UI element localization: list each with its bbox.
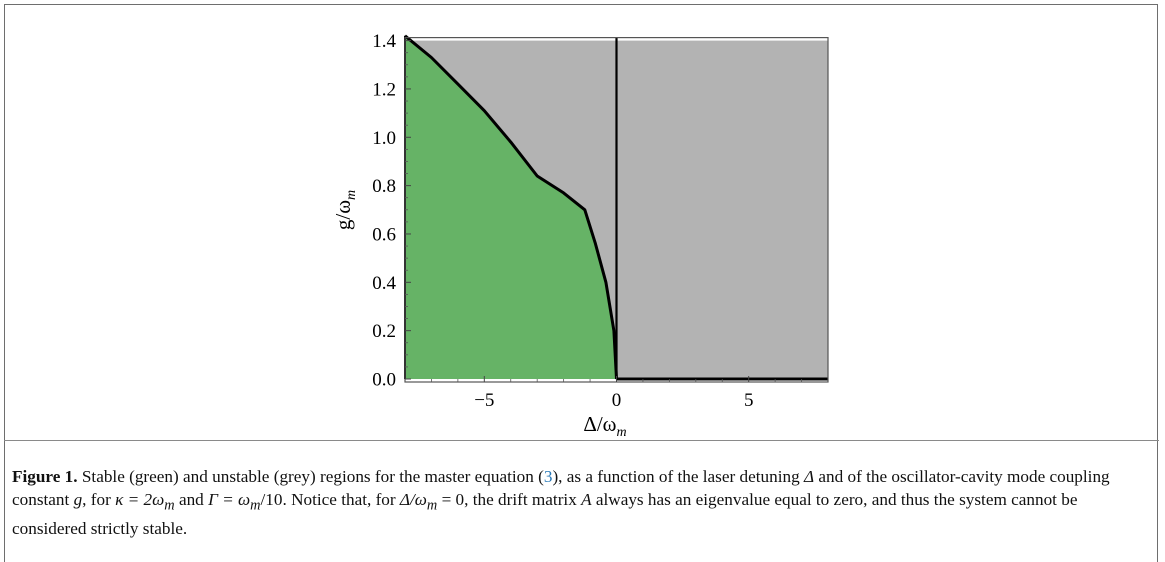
- x-tick-label: 0: [612, 390, 622, 411]
- ticks-layer: −5 0 5 0.0 0.2 0.4 0.6 0.8 1.0 1.2 1.4: [372, 31, 829, 411]
- stable-region: [405, 35, 617, 380]
- figure-caption: Figure 1. Stable (green) and unstable (g…: [12, 465, 1150, 540]
- caption-text-1: Stable (green) and unstable (grey) regio…: [77, 467, 544, 486]
- y-axis-label: g/ωm: [331, 190, 359, 230]
- caption-text-5: and: [174, 490, 209, 509]
- y-tick-label: 0.0: [372, 370, 396, 391]
- x-tick-label: −5: [474, 390, 494, 411]
- y-tick-label: 1.0: [372, 128, 396, 149]
- figure-frame: [4, 4, 1158, 562]
- caption-gamma-expr: Γ = ω: [208, 490, 251, 509]
- axis-labels-layer: Δ/ωm g/ωm: [331, 190, 627, 440]
- y-tick-label: 1.2: [372, 79, 396, 100]
- caption-g-symbol: g: [73, 490, 83, 509]
- caption-text-4: , for: [82, 490, 116, 509]
- caption-text-3: and of the oscillator-cavity mode coupli…: [12, 467, 1110, 509]
- caption-matrix-symbol: A: [581, 490, 592, 509]
- y-axis-label-sub: m: [344, 190, 359, 200]
- stability-boundary-curve: [404, 34, 618, 380]
- caption-ratio-expr: Δ/ω: [399, 490, 427, 509]
- y-axis-label-main: g/ω: [331, 200, 355, 230]
- y-tick-label: 0.4: [372, 273, 396, 294]
- caption-delta-symbol: Δ: [803, 467, 815, 486]
- x-tick-label: 5: [744, 390, 754, 411]
- x-axis-label-sub: m: [617, 425, 627, 440]
- x-axis-label: Δ/ωm: [583, 412, 626, 440]
- caption-text-2: ), as a function of the laser detuning: [552, 467, 804, 486]
- caption-gamma-sub: m: [250, 497, 261, 514]
- caption-ratio-sub: m: [426, 497, 438, 514]
- caption-divider: [4, 440, 1159, 441]
- x-axis-label-main: Δ/ω: [583, 412, 616, 436]
- caption-kappa-expr: κ = 2ω: [115, 490, 165, 509]
- stability-chart: −5 0 50.00.20.40.60.81.01.21.4 Δ/ωm g/ωm: [331, 31, 829, 440]
- caption-text-6: /10. Notice that, for: [260, 490, 400, 509]
- caption-text-8: always has an eigenvalue equal to zero, …: [12, 490, 1078, 539]
- caption-label: Figure 1.: [12, 467, 78, 486]
- caption-text-7: = 0, the drift matrix: [437, 490, 582, 509]
- y-tick-label: 0.6: [372, 224, 396, 245]
- caption-kappa-sub: m: [164, 497, 175, 514]
- y-tick-label: 0.2: [372, 321, 396, 342]
- equation-reference-link[interactable]: 3: [543, 467, 553, 486]
- y-tick-label: 1.4: [372, 31, 396, 52]
- y-tick-label: 0.8: [372, 176, 396, 197]
